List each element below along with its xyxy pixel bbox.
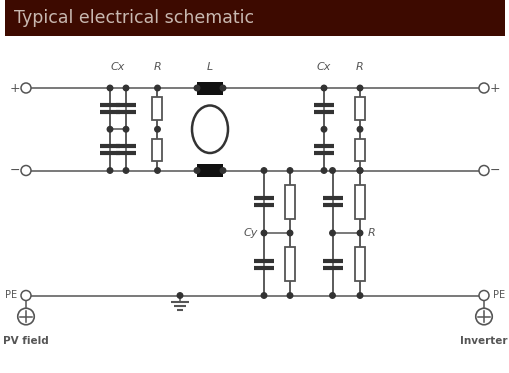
Circle shape [107, 85, 112, 91]
Circle shape [107, 126, 112, 132]
Text: Cx: Cx [110, 62, 125, 72]
Circle shape [194, 85, 200, 91]
Bar [354, 138, 364, 161]
Circle shape [220, 85, 225, 91]
Circle shape [356, 230, 362, 236]
Circle shape [261, 230, 266, 236]
Circle shape [321, 168, 326, 173]
Circle shape [356, 168, 362, 173]
Circle shape [287, 168, 292, 173]
Bar [5, 0, 504, 35]
Bar [152, 97, 162, 120]
Circle shape [329, 293, 334, 298]
Circle shape [478, 83, 488, 93]
Circle shape [356, 126, 362, 132]
Ellipse shape [191, 106, 228, 153]
Circle shape [287, 293, 292, 298]
Circle shape [123, 126, 128, 132]
Text: −: − [489, 164, 499, 177]
Circle shape [123, 85, 128, 91]
Bar [285, 247, 294, 282]
Text: PE: PE [5, 291, 17, 301]
Circle shape [475, 308, 491, 325]
Circle shape [478, 291, 488, 301]
Text: L: L [207, 62, 213, 72]
Bar [354, 185, 364, 219]
Text: −: − [10, 164, 20, 177]
Bar [152, 138, 162, 161]
Circle shape [194, 168, 200, 173]
Circle shape [21, 166, 31, 176]
Circle shape [154, 85, 160, 91]
Circle shape [107, 168, 112, 173]
Text: R: R [153, 62, 161, 72]
Circle shape [356, 85, 362, 91]
Text: Cx: Cx [316, 62, 330, 72]
Text: R: R [355, 62, 363, 72]
Text: +: + [10, 81, 20, 94]
Text: R: R [367, 228, 375, 238]
Text: +: + [489, 81, 499, 94]
Circle shape [18, 308, 34, 325]
Circle shape [154, 168, 160, 173]
Circle shape [177, 293, 182, 298]
Circle shape [329, 168, 334, 173]
Circle shape [356, 293, 362, 298]
Text: Cy: Cy [243, 228, 258, 238]
Circle shape [287, 230, 292, 236]
Circle shape [321, 126, 326, 132]
Circle shape [220, 168, 225, 173]
Text: Typical electrical schematic: Typical electrical schematic [14, 9, 253, 27]
Circle shape [21, 291, 31, 301]
Circle shape [261, 293, 266, 298]
Text: PE: PE [492, 291, 504, 301]
Circle shape [478, 166, 488, 176]
Bar [354, 247, 364, 282]
Bar [354, 97, 364, 120]
Circle shape [321, 85, 326, 91]
Circle shape [154, 126, 160, 132]
Circle shape [261, 168, 266, 173]
Circle shape [21, 83, 31, 93]
Circle shape [123, 168, 128, 173]
Bar [196, 164, 222, 177]
Circle shape [356, 168, 362, 173]
Text: Inverter: Inverter [459, 335, 507, 345]
Text: PV field: PV field [3, 335, 49, 345]
Bar [196, 81, 222, 94]
Circle shape [329, 230, 334, 236]
Bar [285, 185, 294, 219]
